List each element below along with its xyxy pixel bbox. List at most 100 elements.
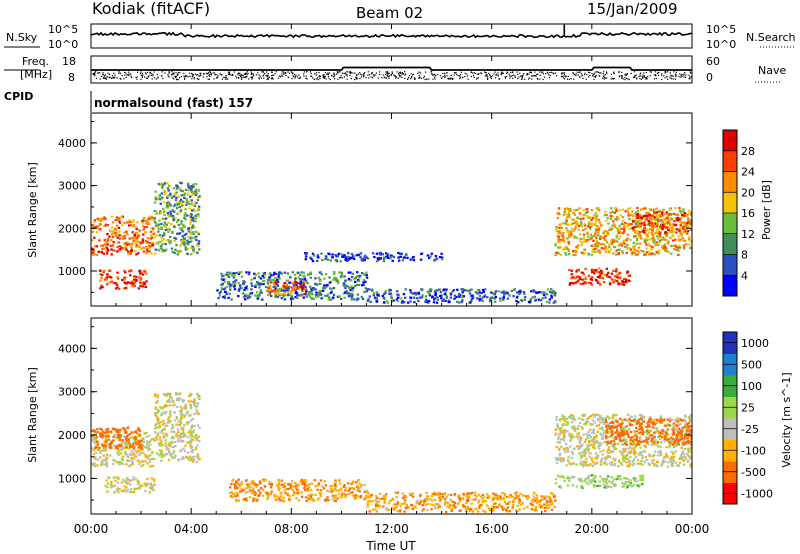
nave-dot xyxy=(346,73,348,75)
velocity-cell xyxy=(429,503,432,506)
velocity-cell xyxy=(154,407,157,410)
velocity-cell xyxy=(180,426,184,429)
nave-dot xyxy=(278,75,280,77)
power-cell xyxy=(633,245,636,248)
power-cell xyxy=(296,286,299,289)
nave-dot xyxy=(94,71,96,73)
power-cell xyxy=(655,211,658,214)
nave-dot xyxy=(253,75,255,77)
velocity-cell xyxy=(175,415,178,419)
velocity-cell xyxy=(333,484,337,487)
power-cell xyxy=(609,276,612,279)
power-cell xyxy=(614,225,617,228)
power-cell xyxy=(315,296,318,299)
nave-dot xyxy=(240,74,242,77)
nave-dot xyxy=(221,78,223,80)
nave-dot xyxy=(489,76,491,78)
velocity-cell xyxy=(193,404,196,407)
nave-dot xyxy=(396,71,398,73)
power-cell xyxy=(627,274,630,277)
power-cell xyxy=(631,251,634,254)
power-cell xyxy=(554,242,557,245)
velocity-cell xyxy=(149,486,152,489)
velocity-cell xyxy=(171,423,174,426)
power-cell xyxy=(359,274,362,277)
nave-dot xyxy=(210,74,212,76)
nave-dot xyxy=(238,77,240,79)
velocity-cell xyxy=(270,484,273,487)
nave-dot xyxy=(203,73,205,75)
nave-dot xyxy=(377,77,379,79)
velocity-cell xyxy=(433,505,436,508)
power-cell xyxy=(502,298,505,301)
nave-dot xyxy=(251,76,253,78)
power-cell xyxy=(572,249,575,253)
power-cell xyxy=(259,289,263,292)
velocity-cell xyxy=(121,455,125,458)
nave-dot xyxy=(291,72,293,74)
nave-dot xyxy=(344,72,346,74)
power-cell xyxy=(568,253,571,256)
nave-dot xyxy=(670,77,672,79)
velocity-cell xyxy=(161,428,164,432)
power-cell xyxy=(223,280,227,283)
power-cell xyxy=(669,236,672,239)
power-cell xyxy=(632,241,636,244)
nave-dot xyxy=(514,76,516,78)
power-cell xyxy=(672,212,676,215)
nave-dot xyxy=(592,75,594,77)
power-cell xyxy=(610,207,613,210)
power-cell xyxy=(688,224,692,227)
velocity-cell xyxy=(153,395,157,398)
power-cell xyxy=(614,206,617,210)
power-cell xyxy=(653,253,656,256)
velocity-cell xyxy=(508,510,511,513)
velocity-cell xyxy=(180,440,184,443)
velocity-cell xyxy=(175,405,179,408)
power-cell xyxy=(303,281,307,284)
power-cell xyxy=(149,230,153,233)
velocity-cell xyxy=(193,424,196,428)
nave-dot xyxy=(532,75,534,77)
velocity-cell xyxy=(317,482,321,485)
nave-dot xyxy=(192,73,194,76)
velocity-cell xyxy=(156,400,159,403)
power-cell xyxy=(562,238,565,242)
power-cell xyxy=(430,252,433,255)
nave-dot xyxy=(93,73,96,75)
power-cell xyxy=(379,253,382,256)
power-cell xyxy=(567,242,571,245)
nave-dot xyxy=(146,71,149,73)
power-cell xyxy=(111,235,115,239)
velocity-cell xyxy=(290,484,293,487)
nave-dot xyxy=(270,78,272,80)
velocity-cell xyxy=(192,401,196,404)
power-cell xyxy=(519,290,522,293)
power-cell xyxy=(158,198,162,201)
velocity-cell xyxy=(170,430,173,433)
power-cell xyxy=(555,230,558,233)
power-cell xyxy=(177,195,180,198)
power-cell xyxy=(552,301,555,304)
power-cell xyxy=(302,296,305,299)
power-cell xyxy=(687,220,690,223)
freq-line xyxy=(91,66,692,71)
power-cell xyxy=(440,256,444,259)
power-cell xyxy=(139,242,143,245)
power-cell xyxy=(222,278,225,281)
nave-dot xyxy=(680,74,682,76)
nave-dot xyxy=(306,71,308,73)
date-title: 15/Jan/2009 xyxy=(587,0,678,18)
power-cell xyxy=(574,226,577,229)
nave-dot xyxy=(179,77,181,79)
nave-dot xyxy=(537,78,539,80)
power-cell xyxy=(342,255,345,258)
power-cell xyxy=(598,276,602,279)
power-cell xyxy=(333,276,336,279)
power-cell xyxy=(324,257,327,261)
power-cell xyxy=(500,291,503,294)
power-cell xyxy=(595,239,599,242)
power-cell xyxy=(545,300,549,303)
power-cell xyxy=(106,224,110,227)
power-cell xyxy=(99,279,102,282)
